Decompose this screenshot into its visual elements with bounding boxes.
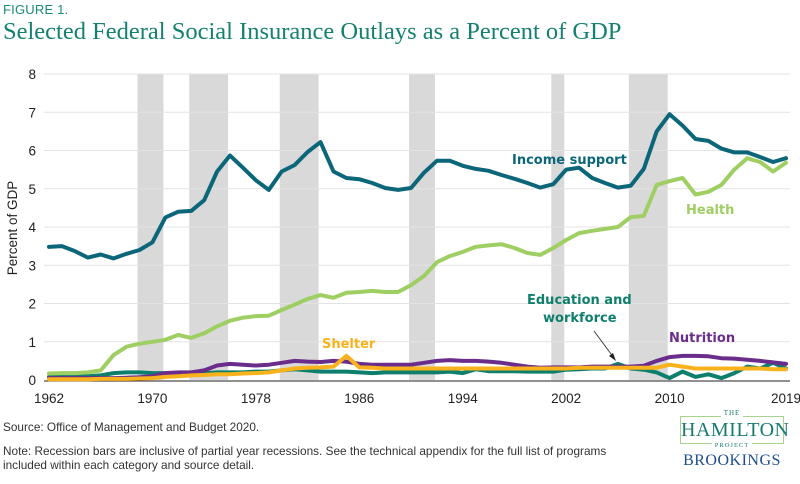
logo-project: PROJECT [711, 442, 753, 449]
y-tick-label: 5 [28, 182, 36, 197]
label-education-line1: Education and [527, 293, 632, 308]
education-arrowhead [609, 353, 616, 361]
y-tick-label: 1 [28, 335, 36, 350]
series-line-shelter [47, 353, 788, 382]
x-tick-label: 2002 [551, 391, 581, 406]
y-tick-label: 3 [28, 258, 36, 273]
logo-the: THE [720, 409, 744, 417]
x-tick-label: 1970 [137, 391, 167, 406]
footnote: Note: Recession bars are inclusive of pa… [3, 444, 607, 472]
gridlines [44, 73, 790, 382]
x-tick-label: 1986 [344, 391, 374, 406]
series-line-nutrition [47, 353, 788, 381]
hamilton-project-logo: THE HAMILTON PROJECT [680, 409, 790, 449]
x-axis-ticks: 1962 1970 1978 1986 1994 2002 2010 2019 [34, 391, 800, 406]
series-labels: Income support Health Education and work… [322, 153, 735, 361]
label-health: Health [686, 203, 734, 218]
y-tick-label: 6 [28, 144, 36, 159]
y-tick-label: 2 [28, 297, 36, 312]
series-lines [47, 112, 788, 382]
y-tick-label: 7 [28, 105, 36, 120]
logo-hamilton: HAMILTON [681, 419, 790, 441]
label-education-line2: workforce [543, 311, 617, 326]
x-tick-label: 2010 [655, 391, 685, 406]
source-note: Source: Office of Management and Budget … [3, 420, 260, 434]
y-tick-label: 0 [28, 373, 36, 388]
x-tick-label: 1994 [448, 391, 479, 406]
x-tick-label: 1962 [34, 391, 64, 406]
x-tick-label: 1978 [241, 391, 271, 406]
y-tick-label: 4 [28, 220, 36, 235]
label-shelter: Shelter [322, 337, 376, 352]
y-axis-label: Percent of GDP [5, 181, 20, 276]
chart-title: Selected Federal Social Insurance Outlay… [3, 18, 622, 45]
series-line-income-support [47, 112, 788, 261]
logo-brookings: BROOKINGS [683, 452, 781, 469]
figure-label: FIGURE 1. [3, 2, 69, 17]
x-tick-label: 2019 [771, 391, 800, 406]
education-arrow [593, 330, 615, 359]
series-line-health [47, 156, 788, 376]
y-tick-label: 8 [28, 67, 36, 82]
hamilton-brookings-logo: THE HAMILTON PROJECT BROOKINGS [680, 409, 800, 470]
label-income-support: Income support [512, 153, 627, 168]
y-axis-ticks: 0 1 2 3 4 5 6 7 8 [28, 67, 36, 388]
label-nutrition: Nutrition [669, 331, 735, 346]
